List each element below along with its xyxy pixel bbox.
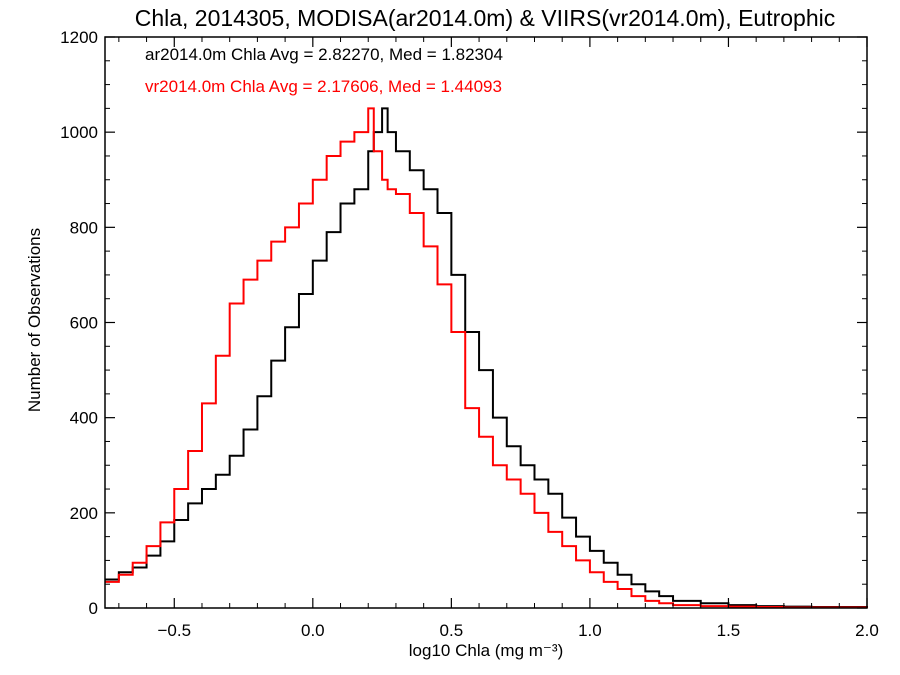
series-1-step-line [105,107,868,609]
y-tick-label: 800 [70,218,98,237]
series-0-step-line [105,107,868,609]
y-tick-label: 0 [89,599,98,618]
y-tick-label: 400 [70,409,98,428]
x-tick-label: −0.5 [157,621,191,640]
x-tick-label: 0.5 [440,621,464,640]
plot-area [105,107,868,609]
y-axis-label: Number of Observations [25,228,44,412]
y-tick-label: 1000 [60,123,98,142]
y-tick-label: 600 [70,314,98,333]
x-axis-label: log10 Chla (mg m⁻³) [409,641,563,660]
annotation-viirs-stats: vr2014.0m Chla Avg = 2.17606, Med = 1.44… [145,77,502,96]
y-tick-label: 200 [70,504,98,523]
x-tick-label: 2.0 [855,621,879,640]
chart-title: Chla, 2014305, MODISA(ar2014.0m) & VIIRS… [135,5,836,31]
y-tick-label: 1200 [60,28,98,47]
x-tick-label: 1.5 [717,621,741,640]
annotation-modis-stats: ar2014.0m Chla Avg = 2.82270, Med = 1.82… [145,45,503,64]
plot-frame [104,36,868,609]
x-tick-label: 1.0 [578,621,602,640]
x-tick-label: 0.0 [301,621,325,640]
axes: −0.5 0.0 0.5 1.0 1.5 2.0 0 200 400 600 800 1000 1200 [60,28,879,640]
